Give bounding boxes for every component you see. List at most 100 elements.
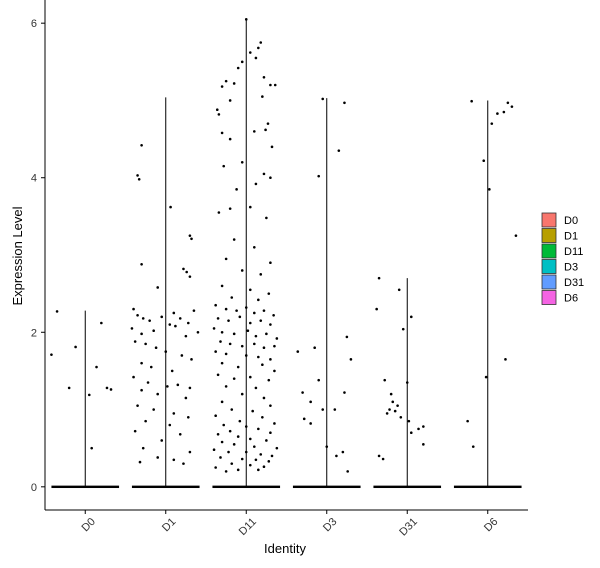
point-d1-42 bbox=[156, 392, 159, 396]
point-d11-3 bbox=[248, 51, 252, 54]
point-d1-47 bbox=[186, 415, 190, 419]
point-d0-5 bbox=[105, 386, 109, 390]
x-tick-label-d31: D31 bbox=[397, 516, 420, 539]
point-d11-13 bbox=[261, 95, 264, 98]
point-d1-15 bbox=[160, 315, 164, 319]
legend-key-d31 bbox=[541, 274, 557, 290]
point-d11-43 bbox=[257, 298, 260, 302]
point-d6-10 bbox=[484, 375, 488, 379]
point-d11-15 bbox=[215, 108, 219, 112]
violin-series bbox=[51, 19, 522, 489]
point-d11-98 bbox=[228, 429, 232, 433]
point-d31-17 bbox=[409, 431, 413, 435]
point-d1-8 bbox=[185, 270, 188, 274]
legend: D0 D1 D11 D3 D31 D6 bbox=[541, 212, 584, 305]
point-d6-2 bbox=[510, 105, 514, 108]
point-d11-87 bbox=[220, 400, 224, 404]
point-d11-93 bbox=[238, 419, 242, 423]
point-d1-26 bbox=[196, 330, 200, 334]
point-d11-77 bbox=[261, 363, 264, 367]
point-d11-106 bbox=[253, 445, 256, 448]
point-d1-2 bbox=[137, 177, 141, 181]
point-d11-108 bbox=[212, 448, 216, 452]
point-d11-39 bbox=[220, 284, 224, 288]
point-d3-5 bbox=[349, 358, 353, 361]
point-d1-23 bbox=[168, 323, 172, 326]
legend-key-d0 bbox=[541, 212, 557, 228]
point-d1-46 bbox=[172, 412, 176, 415]
point-d11-58 bbox=[220, 330, 224, 334]
point-d11-69 bbox=[273, 344, 276, 348]
point-d1-14 bbox=[148, 319, 151, 322]
point-d11-110 bbox=[244, 450, 248, 454]
point-d31-16 bbox=[417, 427, 420, 431]
point-d11-112 bbox=[270, 454, 274, 458]
point-d1-0 bbox=[140, 143, 143, 147]
point-d11-8 bbox=[224, 79, 228, 83]
point-d11-66 bbox=[240, 344, 244, 348]
point-d6-1 bbox=[506, 101, 510, 105]
point-d1-29 bbox=[154, 346, 158, 350]
legend-label-d3: D3 bbox=[564, 262, 578, 274]
point-d0-3 bbox=[74, 345, 77, 349]
point-d1-44 bbox=[136, 404, 139, 407]
x-tick-label-d3: D3 bbox=[321, 516, 339, 534]
point-d11-121 bbox=[236, 468, 240, 472]
point-d11-96 bbox=[244, 425, 248, 428]
legend-label-d6: D6 bbox=[564, 293, 578, 305]
violin-body-d1 bbox=[131, 485, 200, 489]
point-d11-105 bbox=[232, 443, 236, 446]
point-d11-40 bbox=[248, 288, 252, 292]
point-d11-83 bbox=[224, 385, 228, 388]
point-d3-4 bbox=[345, 335, 349, 339]
legend-key-d3 bbox=[541, 259, 557, 274]
point-d31-1 bbox=[397, 288, 401, 292]
point-d11-17 bbox=[266, 122, 270, 125]
point-d11-72 bbox=[244, 354, 248, 357]
point-d1-48 bbox=[144, 419, 147, 423]
point-d1-10 bbox=[188, 275, 192, 278]
point-d1-17 bbox=[178, 317, 182, 320]
y-ticks: 0 2 4 6 bbox=[31, 18, 45, 494]
violin-body-d3 bbox=[292, 485, 361, 489]
y-tick-label-2: 2 bbox=[31, 327, 37, 339]
point-d11-64 bbox=[219, 340, 222, 343]
point-d11-81 bbox=[248, 375, 252, 379]
point-d11-120 bbox=[214, 466, 217, 469]
point-d11-55 bbox=[259, 319, 263, 322]
point-d11-11 bbox=[273, 83, 277, 87]
point-d11-47 bbox=[244, 306, 248, 309]
point-d1-32 bbox=[190, 358, 193, 361]
point-d1-6 bbox=[169, 205, 172, 209]
point-d11-18 bbox=[264, 128, 267, 132]
point-d6-0 bbox=[470, 99, 473, 103]
y-tick-label-4: 4 bbox=[31, 173, 37, 185]
point-d11-56 bbox=[269, 323, 272, 326]
point-d11-94 bbox=[273, 422, 276, 425]
point-d31-14 bbox=[407, 419, 411, 423]
point-d0-7 bbox=[67, 386, 71, 390]
point-d11-12 bbox=[220, 85, 224, 88]
point-d3-1 bbox=[343, 101, 346, 105]
point-d11-48 bbox=[253, 311, 256, 315]
point-d31-11 bbox=[393, 409, 397, 413]
point-d31-19 bbox=[381, 457, 385, 461]
point-d1-4 bbox=[188, 234, 192, 237]
point-d6-7 bbox=[488, 188, 491, 191]
point-d11-116 bbox=[267, 460, 271, 463]
point-d11-115 bbox=[254, 458, 258, 462]
point-d11-89 bbox=[230, 408, 234, 411]
point-d11-68 bbox=[262, 346, 266, 350]
point-d3-2 bbox=[317, 174, 321, 178]
point-d11-36 bbox=[269, 261, 272, 265]
point-d11-31 bbox=[228, 207, 232, 210]
point-d1-58 bbox=[182, 462, 185, 465]
point-d11-84 bbox=[254, 386, 258, 390]
point-d11-97 bbox=[257, 427, 260, 431]
point-d11-102 bbox=[248, 437, 252, 441]
point-d11-75 bbox=[220, 361, 224, 365]
point-d1-56 bbox=[172, 458, 176, 462]
point-d0-2 bbox=[50, 353, 53, 356]
point-d11-80 bbox=[232, 377, 236, 380]
point-d11-16 bbox=[217, 113, 221, 116]
